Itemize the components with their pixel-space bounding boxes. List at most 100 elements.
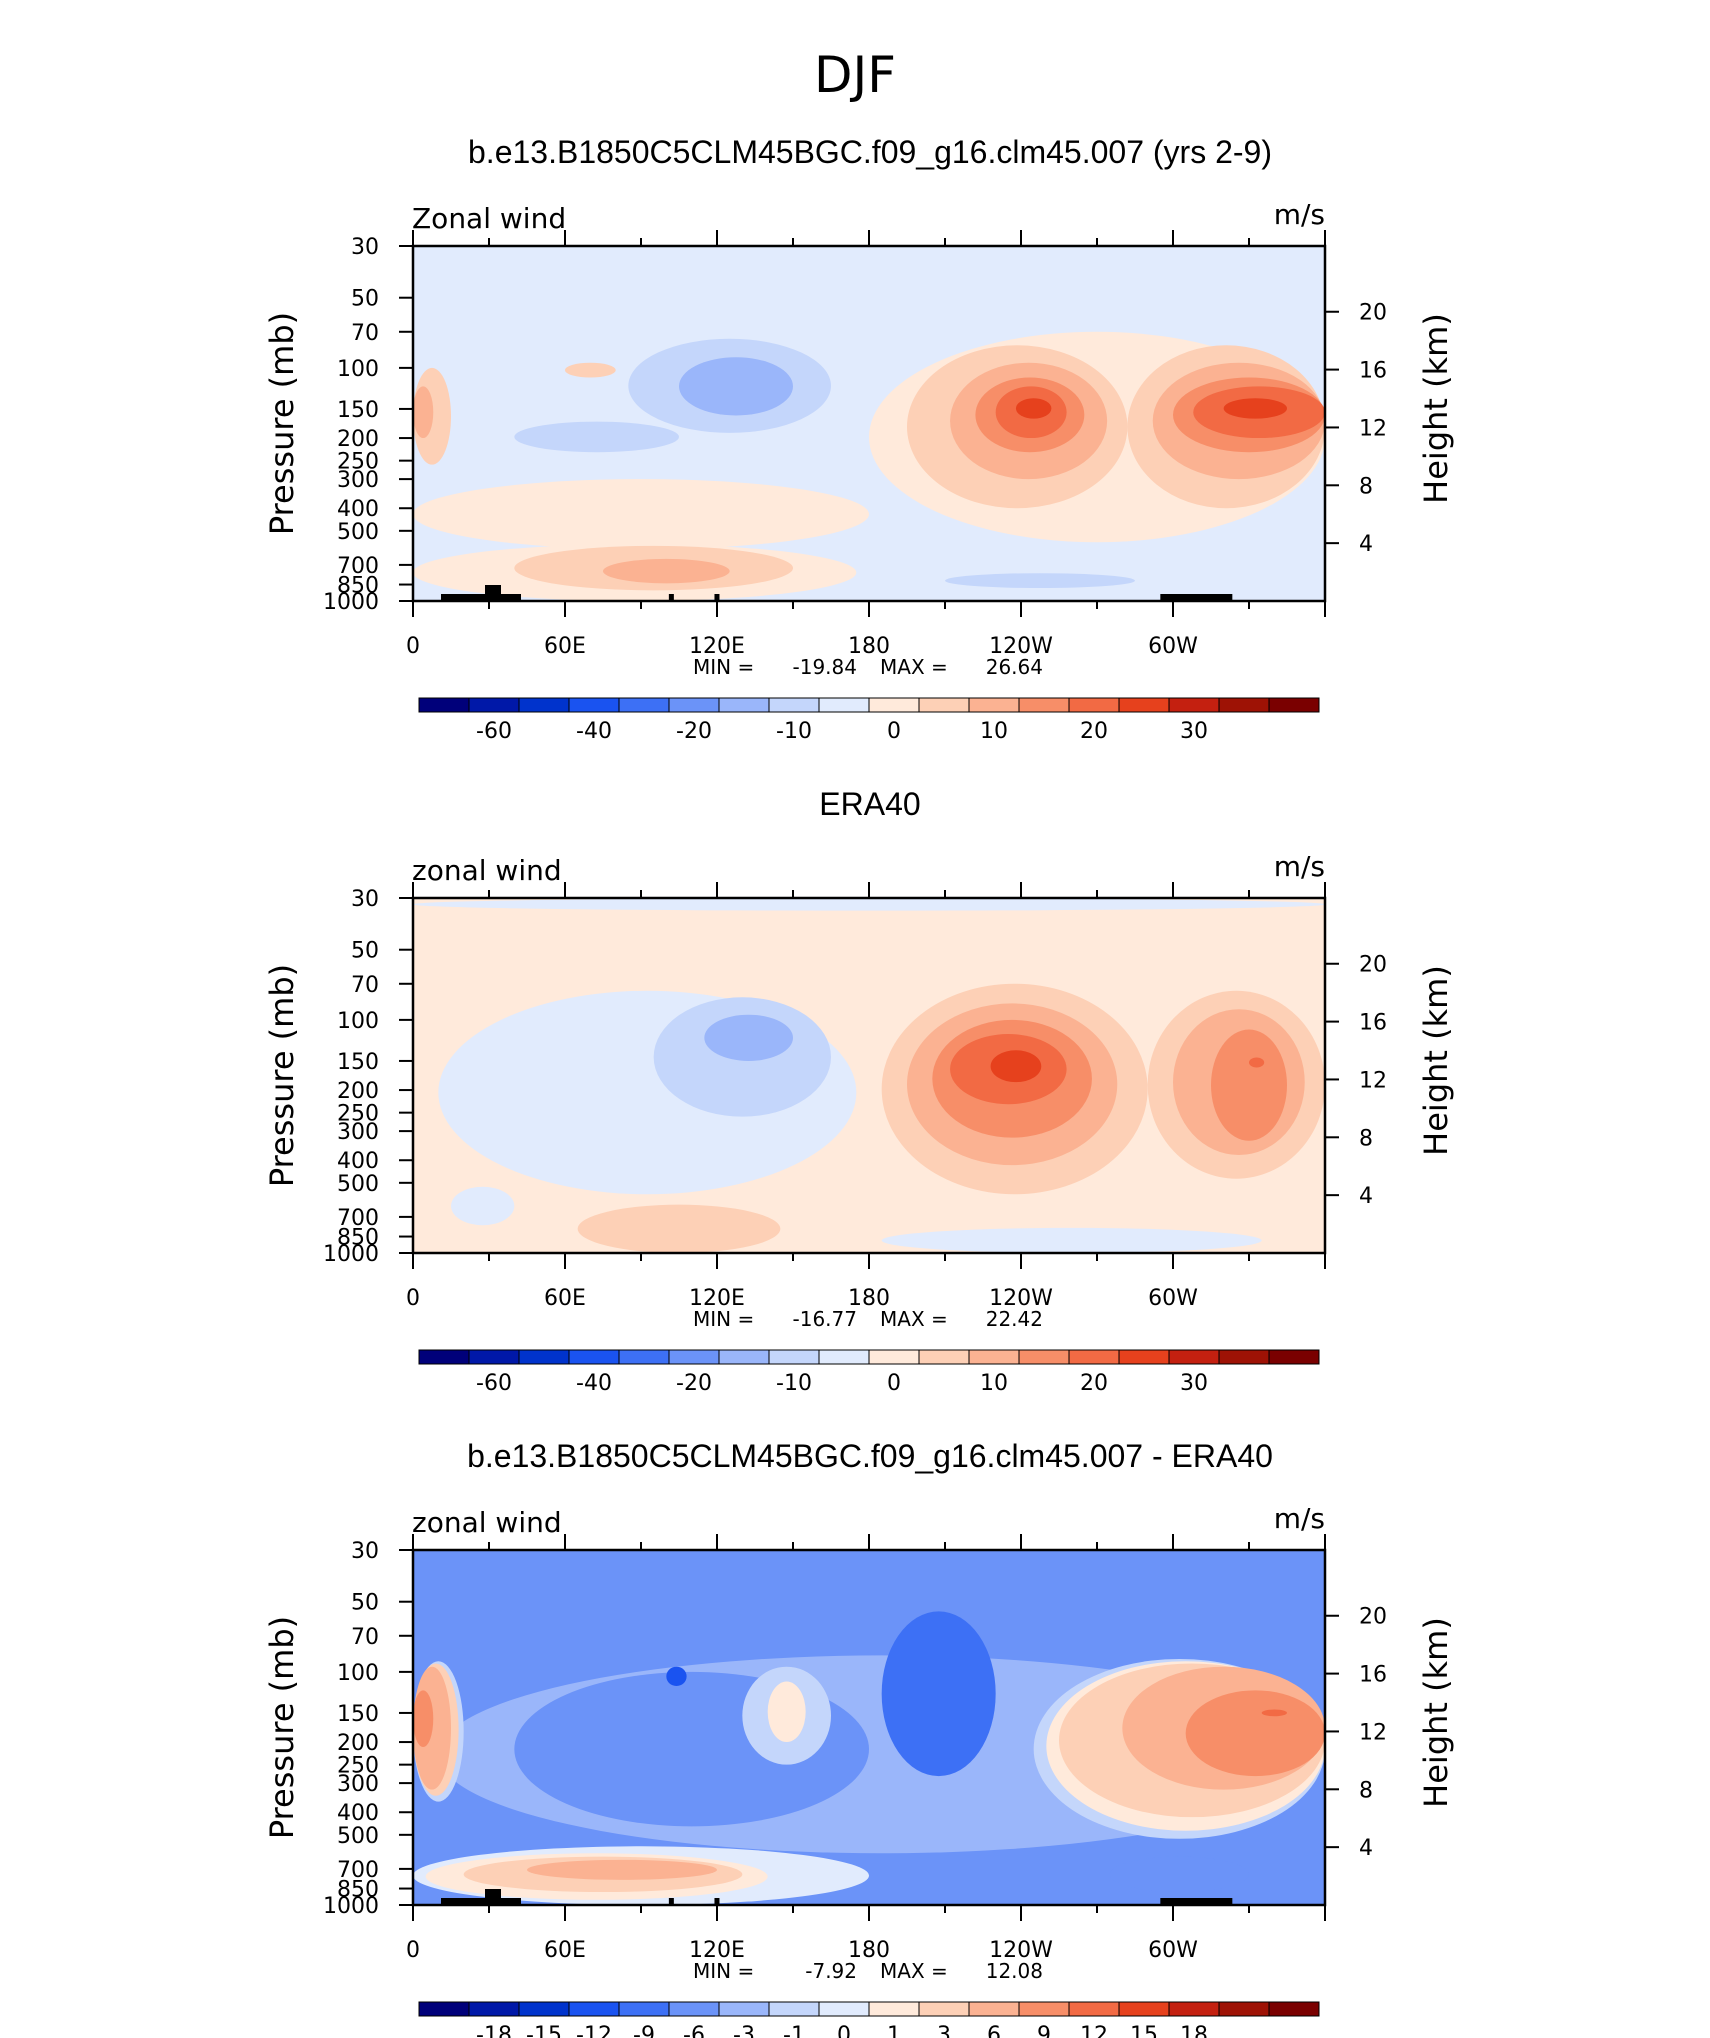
colorbar-swatch [1068, 2001, 1120, 2017]
lon-tick-label: 180 [848, 1286, 890, 1311]
colorbar-swatch [468, 697, 520, 713]
contour-region [666, 1666, 687, 1687]
lon-tick-label: 60E [544, 1938, 586, 1963]
colorbar-swatch [1068, 697, 1120, 713]
max-value: 26.64 [986, 655, 1043, 679]
contour-region [1261, 1709, 1288, 1717]
pressure-tick-label: 200 [337, 1079, 379, 1104]
colorbar-swatch [468, 1349, 520, 1365]
height-tick-label: 4 [1359, 1184, 1373, 1209]
panel-1: b.e13.B1850C5CLM45BGC.f09_g16.clm45.007 … [263, 134, 1455, 744]
colorbar-label: 9 [1037, 2023, 1051, 2038]
contour-region [767, 1681, 806, 1743]
height-tick-label: 8 [1359, 1778, 1373, 1803]
pressure-tick-label: 100 [337, 1009, 379, 1034]
colorbar-label: 18 [1180, 2023, 1208, 2038]
pressure-axis-label: Pressure (mb) [263, 964, 301, 1187]
pressure-tick-label: 200 [337, 427, 379, 452]
colorbar-swatch [1268, 1349, 1320, 1365]
colorbar-swatch [568, 1349, 620, 1365]
contour-region [413, 479, 869, 550]
colorbar-label: -40 [576, 719, 612, 744]
pressure-tick-label: 150 [337, 1050, 379, 1075]
colorbar-label: 10 [980, 1371, 1008, 1396]
pressure-tick-label: 50 [351, 939, 379, 964]
colorbar-label: 10 [980, 719, 1008, 744]
colorbar-label: -40 [576, 1371, 612, 1396]
colorbar-swatch [918, 2001, 970, 2017]
contour-field [413, 246, 1325, 601]
contour-region [1109, 1856, 1250, 1893]
pressure-tick-label: 400 [337, 1149, 379, 1174]
colorbar-swatch [1118, 697, 1170, 713]
height-tick-label: 8 [1359, 1126, 1373, 1151]
height-tick-label: 4 [1359, 1836, 1373, 1861]
colorbar-label: 30 [1180, 1371, 1208, 1396]
height-tick-label: 12 [1359, 1720, 1387, 1745]
units-label: m/s [1274, 1502, 1325, 1535]
land-mask [1160, 594, 1233, 601]
pressure-tick-label: 250 [337, 450, 379, 475]
lon-tick-label: 60W [1148, 1286, 1198, 1311]
height-tick-label: 16 [1359, 1663, 1387, 1688]
colorbar-label: 0 [887, 1371, 901, 1396]
contour-region [679, 357, 793, 416]
colorbar-swatch [718, 2001, 770, 2017]
contour-region [1223, 398, 1288, 419]
colorbar-swatch [768, 2001, 820, 2017]
panel-3: b.e13.B1850C5CLM45BGC.f09_g16.clm45.007 … [263, 1438, 1455, 2038]
height-tick-label: 4 [1359, 532, 1373, 557]
colorbar-swatch [1168, 697, 1220, 713]
height-axis-label: Height (km) [1417, 1617, 1455, 1808]
pressure-tick-label: 850 [337, 574, 379, 599]
pressure-tick-label: 400 [337, 497, 379, 522]
height-tick-label: 8 [1359, 474, 1373, 499]
lon-tick-label: 180 [848, 1938, 890, 1963]
pressure-tick-label: 100 [337, 357, 379, 382]
min-value: -16.77 [793, 1307, 857, 1331]
min-value: -19.84 [793, 655, 857, 679]
pressure-tick-label: 250 [337, 1754, 379, 1779]
page-title: DJF [814, 46, 896, 104]
lon-tick-label: 60W [1148, 1938, 1198, 1963]
colorbar-label: -20 [676, 719, 712, 744]
colorbar-label: -18 [476, 2023, 512, 2038]
colorbar-swatch [468, 2001, 520, 2017]
field-label: zonal wind [412, 854, 562, 887]
pressure-tick-label: 700 [337, 1858, 379, 1883]
colorbar-label: -60 [476, 719, 512, 744]
colorbar-swatch [518, 2001, 570, 2017]
colorbar-label: -9 [633, 2023, 655, 2038]
colorbar-swatch [968, 2001, 1020, 2017]
colorbar-label: -10 [776, 719, 812, 744]
colorbar: -60 -40 -20 -10 0 10 20 30 [418, 1349, 1320, 1396]
colorbar-swatch [568, 2001, 620, 2017]
pressure-tick-label: 500 [337, 1824, 379, 1849]
height-tick-label: 20 [1359, 1605, 1387, 1630]
lon-tick-label: 120W [989, 1938, 1053, 1963]
colorbar-swatch [968, 1349, 1020, 1365]
pressure-tick-label: 700 [337, 1206, 379, 1231]
pressure-tick-label: 300 [337, 1120, 379, 1145]
max-value: 22.42 [986, 1307, 1043, 1331]
contour-region [413, 1690, 434, 1748]
contour-field [413, 898, 1325, 1253]
pressure-tick-label: 500 [337, 520, 379, 545]
land-mask [441, 1898, 521, 1905]
lon-tick-label: 60E [544, 1286, 586, 1311]
contour-region [1185, 1690, 1325, 1777]
field-label: Zonal wind [412, 202, 566, 235]
height-tick-label: 20 [1359, 301, 1387, 326]
max-label: MAX = [880, 1959, 948, 1983]
min-label: MIN = [693, 655, 754, 679]
colorbar-swatch [1268, 697, 1320, 713]
colorbar-swatch [1218, 1349, 1270, 1365]
pressure-tick-label: 1000 [323, 1894, 379, 1919]
colorbar-swatch [668, 1349, 720, 1365]
colorbar-swatch [1268, 2001, 1320, 2017]
colorbar-label: 12 [1080, 2023, 1108, 2038]
contour-region [945, 573, 1135, 589]
max-label: MAX = [880, 655, 948, 679]
colorbar-swatch [868, 697, 920, 713]
pressure-tick-label: 30 [351, 1539, 379, 1564]
